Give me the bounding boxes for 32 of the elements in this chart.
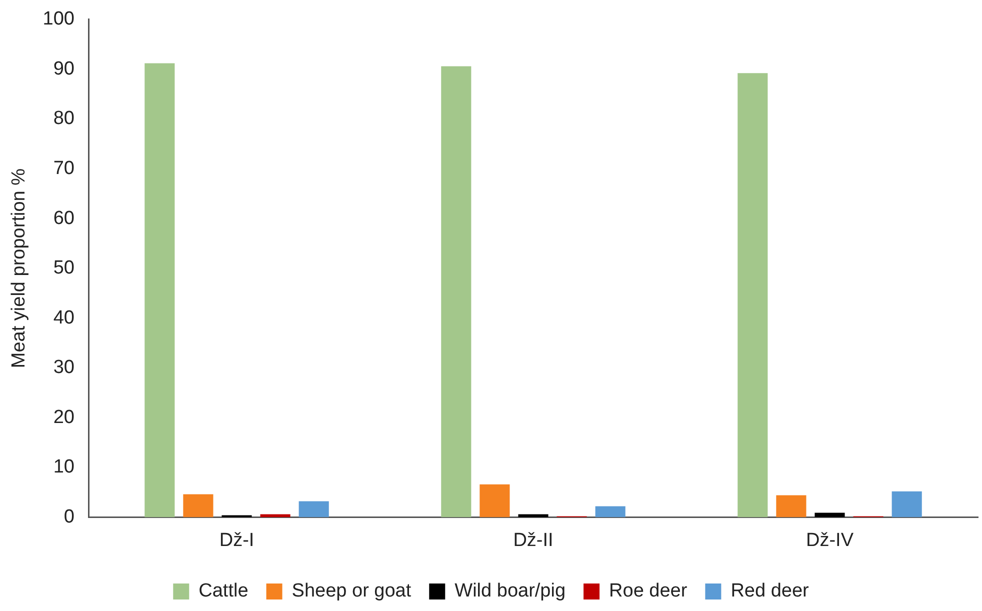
bar: [480, 484, 510, 518]
legend-label: Sheep or goat: [292, 580, 412, 602]
bar: [260, 514, 290, 518]
bar: [814, 512, 845, 518]
y-axis-title: Meat yield proportion %: [8, 168, 30, 368]
x-tick-label: Dž-IV: [806, 530, 854, 551]
legend-label: Roe deer: [609, 580, 688, 602]
y-tick-label: 60: [53, 208, 74, 229]
bar: [298, 501, 329, 518]
y-tick-label: 90: [53, 58, 74, 80]
legend-label: Cattle: [198, 580, 248, 602]
bar: [595, 506, 626, 518]
y-tick-label: 40: [53, 307, 74, 328]
bar: [776, 495, 806, 518]
bar: [183, 494, 214, 518]
bar: [441, 66, 472, 518]
legend-label: Wild boar/pig: [454, 580, 566, 602]
bar: [518, 514, 548, 518]
y-tick-label: 80: [53, 108, 74, 130]
y-tick-label: 50: [53, 258, 74, 279]
y-tick-label: 10: [53, 456, 74, 478]
legend-label: Red deer: [730, 580, 810, 602]
x-tick-label: Dž-I: [219, 530, 254, 551]
bar: [738, 73, 768, 518]
y-tick-label: 20: [53, 406, 74, 428]
bar: [892, 491, 922, 518]
bar: [144, 63, 175, 518]
y-tick-label: 70: [53, 158, 74, 179]
y-tick-label: 0: [64, 506, 74, 528]
y-tick-label: 100: [42, 8, 74, 30]
y-tick-label: 30: [53, 357, 74, 378]
x-tick-label: Dž-II: [513, 530, 554, 551]
